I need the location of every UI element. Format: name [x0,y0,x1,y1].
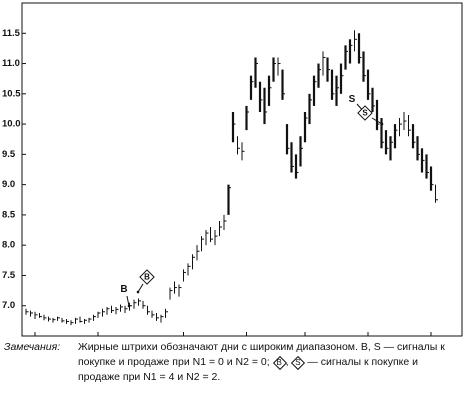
signal-arrow [137,283,144,293]
y-tick-label: 8.0 [2,240,15,251]
plot-frame [21,2,463,337]
y-tick-label: 7.5 [2,270,16,281]
caption: Замечания: Жирные штрихи обозначают дни … [0,340,465,406]
y-tick-label: 8.5 [2,209,16,220]
diamond-icon: B [273,356,286,369]
caption-label: Замечания: [4,341,61,353]
caption-text: Жирные штрихи обозначают дни с широким д… [78,340,458,385]
signal-arrowhead [136,290,140,294]
signal-label: S [349,94,356,105]
signal-diamond [357,105,373,121]
y-tick-label: 10.0 [2,119,21,130]
diamond-icon: S [291,356,304,369]
chart: 7.07.58.08.59.09.510.010.511.011.5D92J93… [2,2,463,340]
signal-arrow [371,117,383,125]
signal-arrowhead [127,304,131,308]
signal-label: B [144,273,150,282]
signal-arrow [126,295,130,307]
y-tick-label: 9.5 [2,149,16,160]
caption-part: S [295,357,301,367]
signal-arrowhead [380,122,384,126]
y-tick-label: 9.0 [2,179,15,190]
caption-part: Жирные штрихи обозначают дни с широким д… [78,341,445,368]
caption-part: — сигналы к покупке и продаже при N1 = 4… [78,356,418,383]
signal-label: B [120,284,127,295]
y-tick-label: 11.0 [2,58,20,69]
signal-label: S [362,109,368,118]
y-tick-label: 10.5 [2,88,21,99]
caption-part: B [276,357,282,367]
y-tick-label: 11.5 [2,28,21,39]
signal-diamond [139,269,155,285]
y-tick-label: 7.0 [2,300,15,311]
